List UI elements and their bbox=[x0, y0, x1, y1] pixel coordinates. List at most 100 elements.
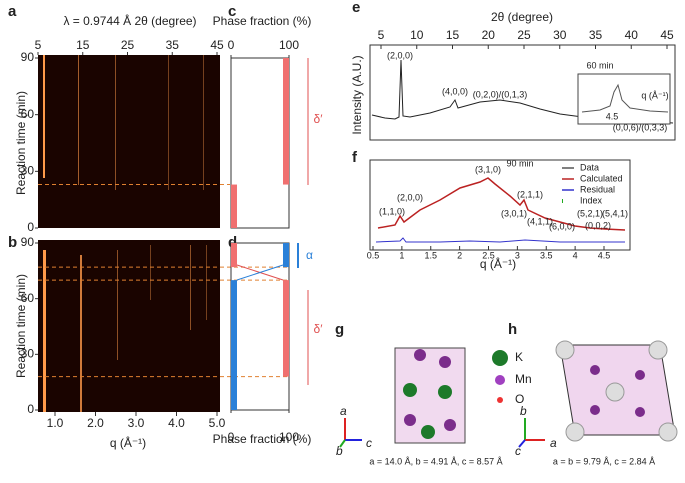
peak-label: (2,0,0) bbox=[387, 50, 413, 60]
heatmap-streak bbox=[203, 55, 204, 190]
heatmap-streak bbox=[190, 245, 191, 330]
panel-label: b bbox=[8, 234, 17, 251]
phase-bar bbox=[231, 184, 237, 228]
plot-frame bbox=[369, 159, 631, 251]
axis-label: q (Å⁻¹) bbox=[110, 435, 146, 450]
peak-label: (4,1,1) bbox=[527, 216, 553, 226]
x-tick-label: 4 bbox=[573, 250, 578, 260]
x-tick-label: 25 bbox=[121, 38, 135, 52]
panel-label: g bbox=[335, 321, 344, 338]
x-tick-label: 10 bbox=[410, 28, 424, 42]
panel-label: h bbox=[508, 321, 517, 338]
x-tick-label: 4.5 bbox=[598, 250, 611, 260]
phase-bar bbox=[231, 243, 237, 268]
x-tick-label: 2.0 bbox=[87, 416, 104, 430]
axis-label: Reaction time (min) bbox=[14, 91, 28, 195]
peak-label: (5,4,1) bbox=[602, 208, 628, 218]
x-tick-label: 35 bbox=[589, 28, 603, 42]
legend-label: Index bbox=[580, 195, 603, 205]
x-tick-label: 100 bbox=[279, 38, 299, 52]
cell-params: a = 14.0 Å, b = 4.91 Å, c = 8.57 Å bbox=[369, 456, 502, 466]
x-tick-label: 5 bbox=[35, 38, 42, 52]
axis-label: Reaction time (min) bbox=[14, 274, 28, 378]
peak-label: (0,0,6)/(0,3,3) bbox=[613, 122, 668, 132]
peak-label: (0,2,0)/(0,1,3) bbox=[473, 89, 528, 99]
x-tick-label: 15 bbox=[446, 28, 460, 42]
axis-label: λ = 0.9744 Å 2θ (degree) bbox=[63, 13, 196, 28]
peak-label: (2,1,1) bbox=[517, 189, 543, 199]
peak-label: (6,0,0) bbox=[549, 221, 575, 231]
residual-curve bbox=[375, 237, 625, 243]
heatmap-streak bbox=[168, 55, 169, 190]
inset-tick-label: 4.5 bbox=[606, 111, 619, 121]
x-tick-label: 3 bbox=[515, 250, 520, 260]
y-tick-label: 90 bbox=[21, 235, 35, 249]
x-tick-label: 2.5 bbox=[482, 250, 495, 260]
heatmap-streak bbox=[115, 55, 116, 190]
legend-label: K bbox=[515, 350, 523, 364]
structure-h bbox=[518, 340, 678, 448]
inset-curve bbox=[581, 83, 669, 113]
panel-label: d bbox=[228, 234, 237, 251]
x-tick-label: 3.0 bbox=[128, 416, 145, 430]
heatmap-streak bbox=[117, 250, 118, 360]
x-tick-label: 40 bbox=[625, 28, 639, 42]
axis-letter: b bbox=[336, 444, 343, 458]
y-tick-label: 30 bbox=[21, 347, 35, 361]
phase-label: α bbox=[306, 248, 313, 262]
peak-label: (5,2,1) bbox=[577, 208, 603, 218]
legend-label: Mn bbox=[515, 372, 532, 386]
plot-frame bbox=[230, 57, 290, 229]
plot-frame bbox=[369, 44, 676, 141]
annotation: 60 min bbox=[586, 60, 613, 70]
axis-letter: c bbox=[366, 436, 372, 450]
heatmap-streak bbox=[78, 55, 79, 185]
panel-label: a bbox=[8, 3, 17, 20]
x-tick-label: 0 bbox=[228, 430, 235, 444]
inset-frame bbox=[577, 73, 671, 125]
x-tick-label: 2 bbox=[457, 250, 462, 260]
heatmap bbox=[38, 55, 220, 228]
axis-label: Phase fraction (%) bbox=[213, 14, 312, 28]
x-tick-label: 1.0 bbox=[47, 416, 64, 430]
heatmap-streak bbox=[43, 250, 46, 412]
heatmap-streak bbox=[43, 55, 45, 178]
y-tick-label: 0 bbox=[27, 220, 34, 234]
phase-label: δ′ bbox=[314, 112, 324, 126]
x-tick-label: 0 bbox=[228, 38, 235, 52]
axis-label: q (Å⁻¹) bbox=[480, 256, 516, 271]
crossing bbox=[236, 264, 284, 281]
axis-label: Intensity (A.U.) bbox=[350, 55, 364, 134]
x-tick-label: 45 bbox=[660, 28, 674, 42]
y-tick-label: 90 bbox=[21, 50, 35, 64]
x-tick-label: 100 bbox=[279, 430, 299, 444]
x-tick-label: 45 bbox=[210, 38, 224, 52]
cell-params: a = b = 9.79 Å, c = 2.84 Å bbox=[553, 456, 655, 466]
x-tick-label: 0.5 bbox=[367, 250, 380, 260]
y-tick-label: 0 bbox=[27, 402, 34, 416]
axis-label: Phase fraction (%) bbox=[213, 432, 312, 446]
y-tick-label: 60 bbox=[21, 107, 35, 121]
peak-label: (3,1,0) bbox=[475, 164, 501, 174]
panel-label: e bbox=[352, 0, 360, 16]
x-tick-label: 25 bbox=[517, 28, 531, 42]
structure-g bbox=[339, 347, 508, 448]
peak-label: (0,0,2) bbox=[585, 220, 611, 230]
x-tick-label: 20 bbox=[482, 28, 496, 42]
axis-letter: c bbox=[515, 444, 521, 458]
panel-label: f bbox=[352, 149, 358, 166]
x-tick-label: 4.0 bbox=[168, 416, 185, 430]
y-tick-label: 60 bbox=[21, 291, 35, 305]
heatmap bbox=[38, 240, 220, 412]
axis-letter: a bbox=[340, 404, 347, 418]
x-tick-label: 35 bbox=[166, 38, 180, 52]
heatmap-streak bbox=[150, 245, 151, 300]
x-tick-label: 5 bbox=[378, 28, 385, 42]
phase-label: δ′ bbox=[314, 322, 324, 336]
y-tick-label: 30 bbox=[21, 164, 35, 178]
x-tick-label: 30 bbox=[553, 28, 567, 42]
peak-label: (2,0,0) bbox=[397, 192, 423, 202]
legend-label: Residual bbox=[580, 184, 615, 194]
inset-axis-label: q (Å⁻¹) bbox=[641, 90, 668, 100]
heatmap-streak bbox=[80, 255, 82, 412]
